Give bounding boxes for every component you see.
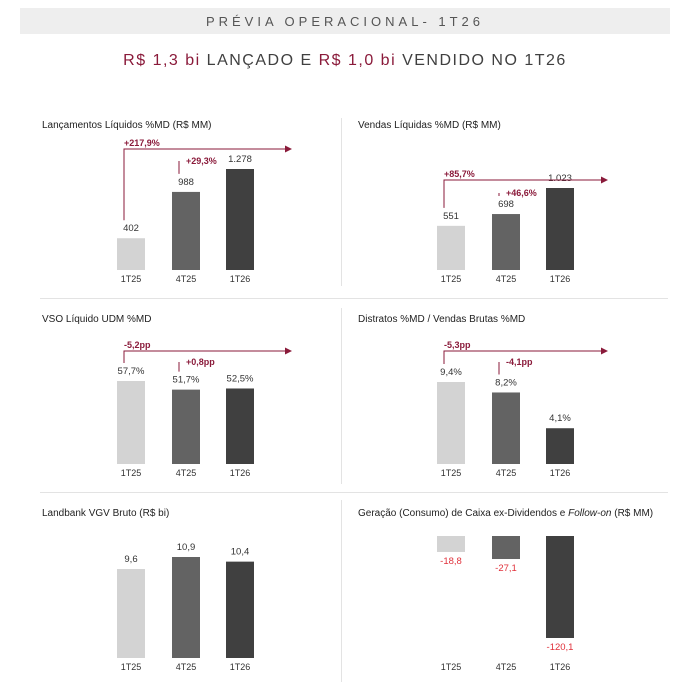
chart-title-part: (R$ MM) — [611, 508, 653, 519]
data-label: 402 — [123, 223, 139, 234]
data-label: 1.023 — [548, 173, 572, 184]
chart-vendas: Vendas Líquidas %MD (R$ MM) 551 1T25 698 4T2… — [358, 120, 608, 284]
bar — [117, 381, 145, 464]
bar — [172, 191, 200, 270]
subtitle-part: R$ 1,3 bi — [123, 52, 201, 69]
data-label: 51,7% — [173, 375, 200, 386]
data-label: 698 — [498, 199, 514, 210]
bar — [226, 169, 254, 270]
data-label: 551 — [443, 211, 459, 222]
arrow-head — [601, 176, 608, 184]
growth-label: +217,9% — [124, 138, 160, 148]
growth-label: -4,1pp — [506, 357, 533, 367]
category-label: 1T26 — [550, 274, 571, 284]
category-label: 1T26 — [230, 274, 251, 284]
chart-title: Geração (Consumo) de Caixa ex-Dividendos… — [358, 508, 653, 519]
bar — [172, 389, 200, 464]
category-label: 1T26 — [230, 468, 251, 478]
category-label: 1T25 — [441, 468, 462, 478]
growth-label: +0,8pp — [186, 357, 215, 367]
column-divider — [341, 118, 342, 286]
growth-label: +85,7% — [444, 169, 475, 179]
category-label: 1T25 — [121, 468, 142, 478]
column-divider — [341, 500, 342, 682]
category-label: 1T25 — [121, 274, 142, 284]
growth-bracket — [443, 350, 604, 364]
category-label: 1T26 — [230, 662, 251, 672]
growth-bracket — [123, 350, 288, 363]
chart-title-part: Geração (Consumo) de Caixa ex-Dividendos… — [358, 508, 568, 519]
category-label: 4T25 — [496, 274, 517, 284]
growth-label: -5,3pp — [444, 340, 471, 350]
column-divider — [341, 308, 342, 484]
bar — [492, 214, 520, 270]
bar — [546, 428, 574, 464]
chart-title: Distratos %MD / Vendas Brutas %MD — [358, 314, 525, 325]
bar — [437, 382, 465, 464]
category-label: 1T25 — [441, 662, 462, 672]
chart-geracao-caixa: Geração (Consumo) de Caixa ex-Dividendos… — [358, 508, 653, 672]
page-subtitle: R$ 1,3 bi LANÇADO E R$ 1,0 bi VENDIDO NO… — [0, 52, 690, 70]
data-label: 9,6 — [124, 554, 137, 565]
data-label: 10,4 — [231, 547, 250, 558]
arrow-head — [601, 347, 608, 355]
data-label: -27,1 — [495, 563, 517, 574]
growth-label: +46,6% — [506, 188, 537, 198]
data-label: 9,4% — [440, 367, 462, 378]
chart-title: Lançamentos Líquidos %MD (R$ MM) — [42, 120, 212, 131]
bar — [546, 188, 574, 270]
data-label: -18,8 — [440, 556, 462, 567]
category-label: 1T25 — [121, 662, 142, 672]
bar — [437, 536, 465, 552]
category-label: 1T25 — [441, 274, 462, 284]
category-label: 4T25 — [176, 274, 197, 284]
chart-distratos: Distratos %MD / Vendas Brutas %MD 9,4% 1T2… — [358, 314, 608, 478]
category-label: 1T26 — [550, 468, 571, 478]
bar — [226, 388, 254, 464]
data-label: 8,2% — [495, 377, 517, 388]
page-header: PRÉVIA OPERACIONAL- 1T26 — [20, 8, 670, 34]
bar — [492, 536, 520, 560]
bar — [172, 557, 200, 658]
category-label: 4T25 — [176, 662, 197, 672]
growth-bracket — [123, 148, 288, 221]
row-divider — [40, 298, 668, 299]
data-label: 57,7% — [118, 366, 145, 377]
chart-title: VSO Líquido UDM %MD — [42, 314, 151, 325]
category-label: 1T26 — [550, 662, 571, 672]
data-label: 988 — [178, 177, 194, 188]
chart-lancamentos: Lançamentos Líquidos %MD (R$ MM) 402 1T25 9… — [42, 120, 292, 284]
bar — [226, 561, 254, 658]
chart-title: Landbank VGV Bruto (R$ bi) — [42, 508, 169, 519]
page-title: PRÉVIA OPERACIONAL- 1T26 — [205, 13, 485, 29]
data-label: -120,1 — [547, 642, 574, 653]
growth-bracket — [443, 179, 604, 208]
category-label: 4T25 — [176, 468, 197, 478]
bar — [492, 392, 520, 464]
chart-landbank: Landbank VGV Bruto (R$ bi) 9,6 1T25 10,9 4T2… — [42, 508, 254, 672]
category-label: 4T25 — [496, 468, 517, 478]
category-label: 4T25 — [496, 662, 517, 672]
arrow-head — [285, 347, 292, 355]
bar — [117, 569, 145, 658]
data-label: 10,9 — [177, 542, 196, 553]
subtitle-part: R$ 1,0 bi — [318, 52, 397, 69]
row-divider — [40, 492, 668, 493]
subtitle-part: LANÇADO E — [200, 52, 319, 69]
data-label: 1.278 — [228, 154, 252, 165]
bar — [437, 225, 465, 270]
growth-label: +29,3% — [186, 156, 217, 166]
chart-title: Vendas Líquidas %MD (R$ MM) — [358, 120, 501, 131]
bar — [117, 238, 145, 270]
data-label: 4,1% — [549, 413, 571, 424]
subtitle-part: VENDIDO NO 1T26 — [396, 52, 567, 69]
chart-vso: VSO Líquido UDM %MD 57,7% 1T25 51,7% 4T25 52,… — [42, 314, 292, 478]
arrow-head — [285, 145, 292, 153]
data-label: 52,5% — [227, 373, 254, 384]
growth-label: -5,2pp — [124, 340, 151, 350]
bar — [546, 536, 574, 638]
chart-title-part: Follow-on — [568, 508, 612, 519]
